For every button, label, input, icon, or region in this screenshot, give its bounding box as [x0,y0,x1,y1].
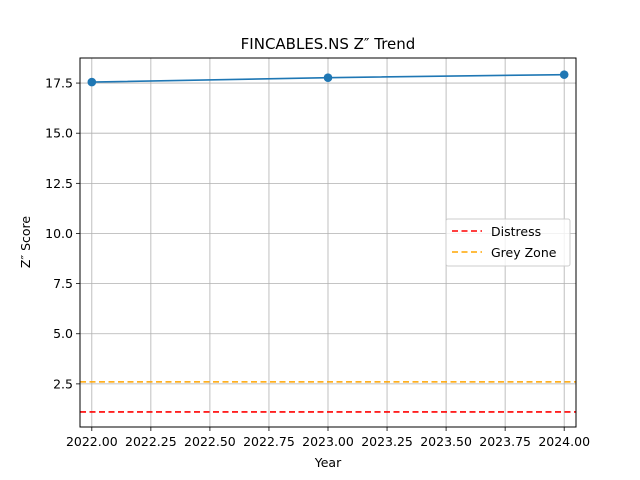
legend-label-distress: Distress [491,224,541,239]
y-tick-label: 7.5 [53,276,73,291]
x-tick-label: 2022.25 [125,434,177,449]
x-axis-label: Year [314,455,342,470]
y-tick-label: 12.5 [45,176,73,191]
data-point [559,70,569,79]
x-tick-label: 2023.25 [361,434,413,449]
x-tick-label: 2023.75 [479,434,531,449]
x-tick-label: 2022.00 [66,434,118,449]
x-tick-label: 2022.75 [243,434,295,449]
grid [80,58,576,427]
y-ticks: 2.5 5.0 7.5 10.0 12.5 15.0 17.5 [45,76,80,391]
data-point [87,77,97,87]
series [87,70,569,87]
data-point [323,73,333,82]
x-tick-label: 2024.00 [538,434,590,449]
y-tick-label: 5.0 [53,326,73,341]
legend: Distress Grey Zone [445,218,571,267]
x-ticks: 2022.00 2022.25 2022.50 2022.75 2023.00 2023.… [66,427,590,449]
y-tick-label: 10.0 [45,226,73,241]
y-tick-label: 2.5 [53,376,73,391]
x-tick-label: 2023.50 [420,434,472,449]
x-tick-label: 2022.50 [184,434,236,449]
y-tick-label: 15.0 [45,126,73,141]
y-axis-label: Z″ Score [18,216,33,269]
chart-title: FINCABLES.NS Z″ Trend [241,35,416,53]
reference-lines [80,381,576,413]
legend-label-grey-zone: Grey Zone [491,245,557,260]
x-tick-label: 2023.00 [302,434,354,449]
y-tick-label: 17.5 [45,76,73,91]
